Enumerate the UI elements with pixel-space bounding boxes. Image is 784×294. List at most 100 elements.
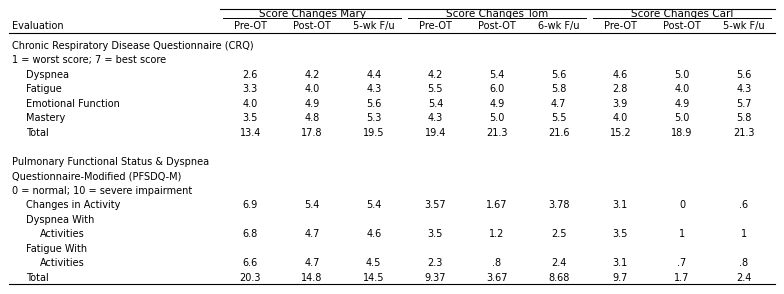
Text: 4.6: 4.6: [366, 229, 381, 239]
Text: 4.3: 4.3: [428, 113, 443, 123]
Text: Questionnaire-Modified (PFSDQ-M): Questionnaire-Modified (PFSDQ-M): [12, 171, 181, 181]
Text: 4.4: 4.4: [366, 70, 381, 80]
Text: 4.7: 4.7: [304, 258, 320, 268]
Text: 2.8: 2.8: [613, 84, 628, 94]
Text: 3.67: 3.67: [486, 273, 508, 283]
Text: 6.8: 6.8: [243, 229, 258, 239]
Text: Mastery: Mastery: [26, 113, 65, 123]
Text: .8: .8: [492, 258, 502, 268]
Text: 5.6: 5.6: [736, 70, 751, 80]
Text: 4.3: 4.3: [736, 84, 751, 94]
Text: Pre-OT: Pre-OT: [234, 21, 267, 31]
Text: 4.9: 4.9: [304, 99, 320, 109]
Text: 9.37: 9.37: [425, 273, 446, 283]
Text: 21.6: 21.6: [548, 128, 569, 138]
Text: Changes in Activity: Changes in Activity: [26, 200, 120, 210]
Text: 4.9: 4.9: [489, 99, 505, 109]
Text: 4.7: 4.7: [304, 229, 320, 239]
Text: 0: 0: [679, 200, 685, 210]
Text: 3.1: 3.1: [613, 258, 628, 268]
Text: Emotional Function: Emotional Function: [26, 99, 120, 109]
Text: 19.5: 19.5: [363, 128, 384, 138]
Text: 5.5: 5.5: [551, 113, 567, 123]
Text: 3.9: 3.9: [613, 99, 628, 109]
Text: .7: .7: [677, 258, 687, 268]
Text: 4.8: 4.8: [304, 113, 320, 123]
Text: 21.3: 21.3: [486, 128, 508, 138]
Text: 20.3: 20.3: [240, 273, 261, 283]
Text: 2.4: 2.4: [551, 258, 566, 268]
Text: Fatigue: Fatigue: [26, 84, 62, 94]
Text: 4.0: 4.0: [243, 99, 258, 109]
Text: Post-OT: Post-OT: [478, 21, 516, 31]
Text: 21.3: 21.3: [733, 128, 754, 138]
Text: Post-OT: Post-OT: [663, 21, 701, 31]
Text: 8.68: 8.68: [548, 273, 569, 283]
Text: .6: .6: [739, 200, 748, 210]
Text: 5.0: 5.0: [674, 70, 690, 80]
Text: .8: .8: [739, 258, 748, 268]
Text: 13.4: 13.4: [240, 128, 261, 138]
Text: 5.0: 5.0: [489, 113, 505, 123]
Text: 3.78: 3.78: [548, 200, 569, 210]
Text: 1.67: 1.67: [486, 200, 508, 210]
Text: 0 = normal; 10 = severe impairment: 0 = normal; 10 = severe impairment: [12, 186, 192, 196]
Text: 1.7: 1.7: [674, 273, 690, 283]
Text: 9.7: 9.7: [613, 273, 628, 283]
Text: 4.6: 4.6: [613, 70, 628, 80]
Text: Post-OT: Post-OT: [293, 21, 331, 31]
Text: Evaluation: Evaluation: [12, 21, 64, 31]
Text: 5.5: 5.5: [427, 84, 443, 94]
Text: 5-wk F/u: 5-wk F/u: [723, 21, 764, 31]
Text: Score Changes Carl: Score Changes Carl: [631, 9, 733, 19]
Text: Total: Total: [26, 273, 49, 283]
Text: 4.9: 4.9: [674, 99, 690, 109]
Text: 3.3: 3.3: [243, 84, 258, 94]
Text: 5.4: 5.4: [366, 200, 381, 210]
Text: Total: Total: [26, 128, 49, 138]
Text: 2.5: 2.5: [551, 229, 567, 239]
Text: 3.5: 3.5: [243, 113, 258, 123]
Text: 4.0: 4.0: [674, 84, 690, 94]
Text: 1.2: 1.2: [489, 229, 505, 239]
Text: 4.3: 4.3: [366, 84, 381, 94]
Text: 1: 1: [679, 229, 685, 239]
Text: Pre-OT: Pre-OT: [419, 21, 452, 31]
Text: 4.2: 4.2: [428, 70, 443, 80]
Text: Score Changes Mary: Score Changes Mary: [259, 9, 365, 19]
Text: 2.3: 2.3: [428, 258, 443, 268]
Text: Fatigue With: Fatigue With: [26, 244, 87, 254]
Text: 19.4: 19.4: [425, 128, 446, 138]
Text: 18.9: 18.9: [671, 128, 693, 138]
Text: 3.5: 3.5: [428, 229, 443, 239]
Text: 4.7: 4.7: [551, 99, 566, 109]
Text: 5.4: 5.4: [489, 70, 505, 80]
Text: 5.0: 5.0: [674, 113, 690, 123]
Text: 6.0: 6.0: [489, 84, 505, 94]
Text: Dyspnea: Dyspnea: [26, 70, 69, 80]
Text: 4.0: 4.0: [613, 113, 628, 123]
Text: 1: 1: [741, 229, 747, 239]
Text: Activities: Activities: [40, 229, 85, 239]
Text: 5.8: 5.8: [551, 84, 566, 94]
Text: 4.0: 4.0: [304, 84, 320, 94]
Text: 17.8: 17.8: [301, 128, 323, 138]
Text: 14.5: 14.5: [363, 273, 384, 283]
Text: Activities: Activities: [40, 258, 85, 268]
Text: Dyspnea With: Dyspnea With: [26, 215, 94, 225]
Text: 14.8: 14.8: [301, 273, 323, 283]
Text: 1 = worst score; 7 = best score: 1 = worst score; 7 = best score: [12, 56, 166, 66]
Text: Pulmonary Functional Status & Dyspnea: Pulmonary Functional Status & Dyspnea: [12, 157, 209, 167]
Text: 3.5: 3.5: [613, 229, 628, 239]
Text: 6.9: 6.9: [243, 200, 258, 210]
Text: 6-wk F/u: 6-wk F/u: [538, 21, 579, 31]
Text: 5.4: 5.4: [304, 200, 320, 210]
Text: Chronic Respiratory Disease Questionnaire (CRQ): Chronic Respiratory Disease Questionnair…: [12, 41, 253, 51]
Text: 6.6: 6.6: [243, 258, 258, 268]
Text: 2.6: 2.6: [243, 70, 258, 80]
Text: 5.3: 5.3: [366, 113, 381, 123]
Text: 5-wk F/u: 5-wk F/u: [353, 21, 394, 31]
Text: 5.6: 5.6: [366, 99, 381, 109]
Text: Pre-OT: Pre-OT: [604, 21, 637, 31]
Text: 5.8: 5.8: [736, 113, 751, 123]
